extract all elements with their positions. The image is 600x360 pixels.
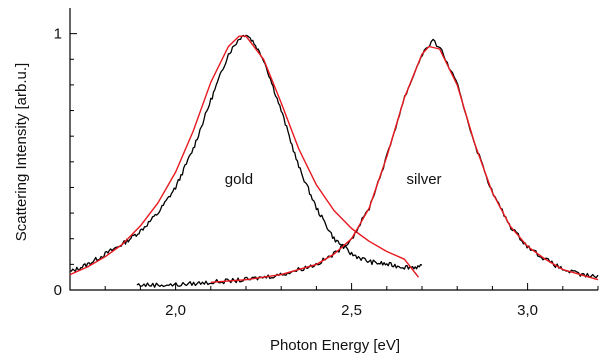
- y-axis-label: Scattering Intensity [arb.u.]: [13, 63, 30, 241]
- measured-spectrum-line: [136, 38, 599, 288]
- x-axis-label: Photon Energy [eV]: [270, 337, 400, 354]
- fit-curve-line: [69, 35, 420, 278]
- axes: 2,0 2,5 3,0 0 1: [54, 8, 599, 319]
- annotation-silver: silver: [407, 171, 442, 188]
- measured-spectrum-line: [69, 34, 423, 273]
- series-layer: [69, 34, 599, 288]
- y-tick-label: 1: [54, 26, 62, 43]
- x-tick-label: 3,0: [517, 302, 538, 319]
- y-tick-label: 0: [54, 282, 62, 299]
- fit-curve-line: [210, 45, 599, 283]
- annotation-gold: gold: [225, 171, 253, 188]
- x-tick-label: 2,5: [341, 302, 362, 319]
- labels: Photon Energy [eV] Scattering Intensity …: [13, 63, 442, 354]
- x-tick-label: 2,0: [165, 302, 186, 319]
